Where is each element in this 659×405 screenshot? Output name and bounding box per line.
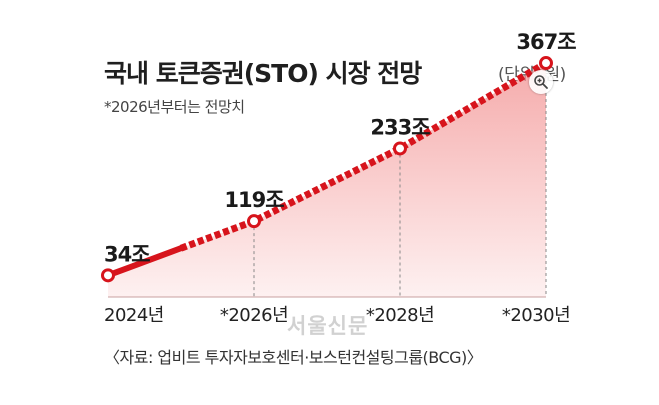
data-point — [539, 56, 553, 71]
data-label: 367조 — [516, 30, 576, 54]
x-tick-label: 2024년 — [104, 305, 164, 326]
data-label: 119조 — [224, 188, 284, 212]
data-point — [101, 268, 115, 283]
actual-line-segment — [105, 245, 184, 279]
source-note: 〈자료: 업비트 투자자보호센터·보스턴컨설팅그룹(BCG)〉 — [104, 348, 483, 367]
watermark: 서울신문 — [287, 314, 369, 338]
data-point — [247, 214, 261, 229]
x-tick-label: *2028년 — [366, 305, 434, 326]
projection-line-segment — [179, 60, 548, 252]
zoom-in-icon[interactable] — [529, 70, 553, 94]
magnifier-glyph — [534, 75, 548, 89]
projection-footnote: *2026년부터는 전망치 — [104, 98, 245, 116]
area-fill — [108, 63, 546, 297]
data-point — [393, 141, 407, 156]
x-tick-label: *2026년 — [220, 305, 288, 326]
data-label: 233조 — [370, 115, 430, 139]
x-tick-label: *2030년 — [502, 305, 570, 326]
chart-title: 국내 토큰증권(STO) 시장 전망 — [104, 59, 422, 88]
data-label: 34조 — [104, 242, 150, 266]
